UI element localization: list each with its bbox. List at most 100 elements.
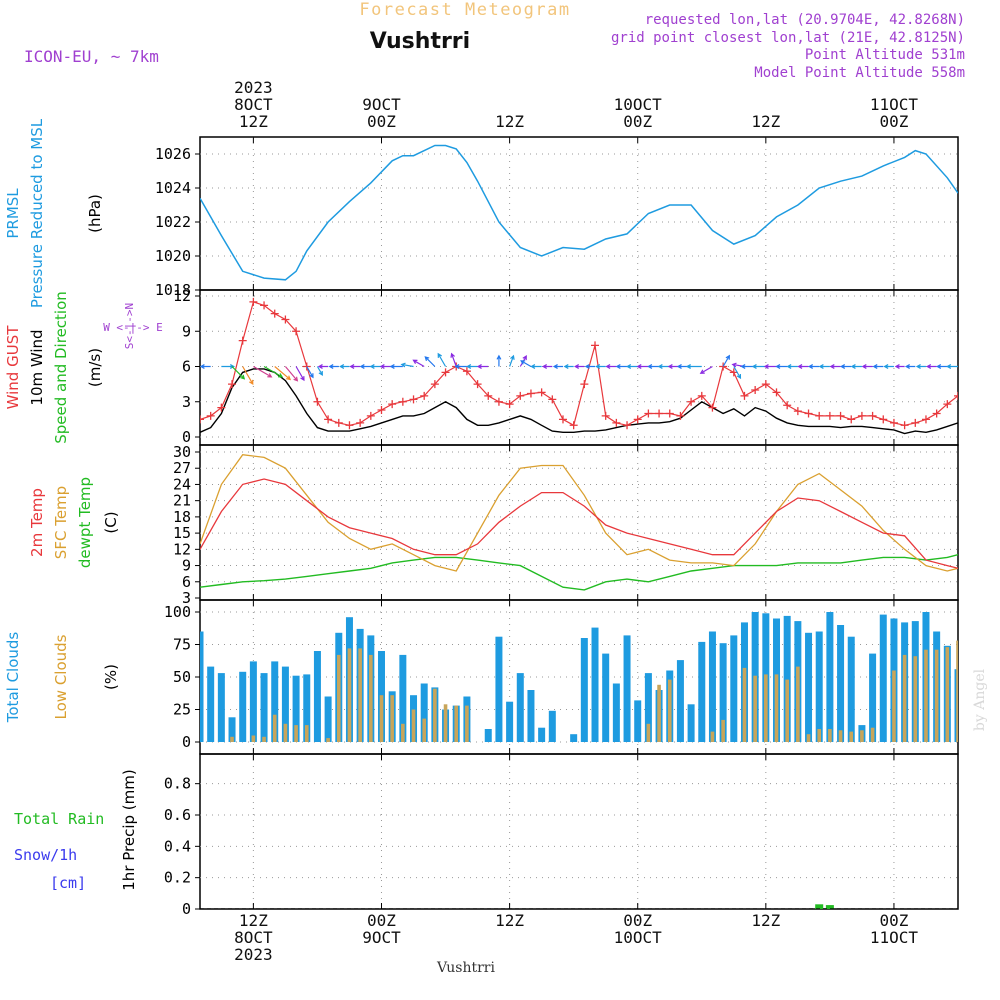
wind-direction-arrow bbox=[904, 364, 916, 369]
total-cloud-bar bbox=[538, 727, 546, 742]
low-cloud-bar bbox=[934, 649, 939, 742]
total-cloud-bar bbox=[303, 674, 311, 742]
total-cloud-bar bbox=[783, 615, 791, 742]
gust-marker bbox=[238, 336, 247, 345]
gust-marker bbox=[623, 421, 632, 430]
gust-marker bbox=[857, 411, 866, 420]
wind-direction-arrow bbox=[751, 364, 766, 369]
wind-direction-arrow bbox=[389, 364, 403, 369]
panel-label: 10m Wind bbox=[28, 329, 46, 405]
gust-marker bbox=[281, 315, 290, 324]
gust-marker bbox=[633, 415, 642, 424]
wind-direction-arrow bbox=[861, 364, 873, 369]
gust-marker bbox=[228, 380, 237, 389]
wind-direction-arrow bbox=[263, 365, 284, 378]
gust-marker bbox=[366, 411, 375, 420]
wind-direction-arrow bbox=[850, 364, 862, 369]
wind-direction-arrow bbox=[328, 364, 339, 369]
low-cloud-bar bbox=[913, 656, 918, 742]
low-cloud-bar bbox=[230, 736, 234, 742]
panel-frame bbox=[199, 753, 959, 910]
wind-direction-arrow bbox=[541, 364, 553, 369]
wind-direction-arrow bbox=[476, 364, 489, 369]
low-cloud-bar bbox=[967, 663, 971, 742]
total-cloud-bar bbox=[644, 673, 652, 742]
gust-marker bbox=[206, 411, 215, 420]
series-line-dewpt-temp bbox=[200, 554, 958, 591]
series-line-10m-wind bbox=[200, 368, 958, 435]
panel-label: Total Clouds bbox=[4, 632, 22, 724]
wind-direction-arrow bbox=[722, 354, 730, 367]
low-cloud-bar bbox=[262, 736, 266, 742]
total-cloud-bar bbox=[847, 636, 855, 742]
low-cloud-bar bbox=[358, 648, 362, 742]
total-cloud-bar bbox=[805, 632, 813, 742]
time-axis-label: 9OCT bbox=[362, 928, 401, 947]
panel-label: (hPa) bbox=[86, 194, 104, 233]
wind-direction-arrow bbox=[200, 364, 211, 369]
time-axis-label: 00Z bbox=[623, 112, 652, 131]
low-cloud-bar bbox=[411, 709, 416, 742]
gust-marker bbox=[430, 380, 439, 389]
low-cloud-bar bbox=[956, 640, 958, 742]
wind-direction-arrow bbox=[946, 364, 958, 369]
total-cloud-bar bbox=[612, 683, 620, 742]
y-tick-label: 0 bbox=[182, 900, 191, 918]
gust-marker bbox=[505, 400, 514, 409]
panel-label: [cm] bbox=[50, 874, 86, 892]
time-axis-label: 00Z bbox=[367, 911, 396, 930]
wind-direction-arrow bbox=[615, 364, 628, 369]
gust-marker bbox=[612, 418, 621, 427]
total-cloud-bar bbox=[698, 641, 706, 742]
panel-label: (m/s) bbox=[86, 348, 104, 387]
data-group bbox=[200, 904, 958, 909]
model-altitude: Model Point Altitude 558m bbox=[754, 65, 965, 81]
y-tick-label: 9 bbox=[182, 322, 191, 340]
wind-direction-arrow bbox=[563, 364, 574, 369]
gust-marker bbox=[494, 397, 503, 406]
y-tick-label: 50 bbox=[173, 668, 191, 686]
gust-marker bbox=[868, 411, 877, 420]
wind-direction-arrow bbox=[253, 365, 273, 378]
time-axis-label: 11OCT bbox=[870, 95, 919, 114]
y-tick-label: 12 bbox=[173, 287, 191, 305]
time-axis-label: 00Z bbox=[367, 112, 396, 131]
gust-marker bbox=[591, 341, 600, 350]
time-axis-label: 00Z bbox=[879, 112, 908, 131]
requested-coords: requested lon,lat (20.9704E, 42.8268N) bbox=[645, 12, 965, 28]
low-cloud-bar bbox=[817, 729, 822, 742]
gust-marker bbox=[815, 411, 824, 420]
panel-label: (%) bbox=[102, 664, 120, 690]
wind-direction-arrow bbox=[605, 364, 617, 369]
gust-marker bbox=[334, 418, 343, 427]
wind-direction-arrow bbox=[636, 364, 649, 369]
time-axis-label: 12Z bbox=[495, 911, 524, 930]
gust-marker bbox=[580, 380, 589, 389]
total-cloud-bar bbox=[548, 710, 556, 742]
y-tick-label: 24 bbox=[173, 475, 191, 493]
gust-marker bbox=[943, 400, 952, 409]
gust-marker bbox=[687, 397, 696, 406]
panel-label: Speed and Direction bbox=[52, 291, 70, 444]
wind-direction-arrow bbox=[466, 364, 478, 369]
panel-label: 2m Temp bbox=[28, 488, 46, 557]
gust-marker bbox=[889, 418, 898, 427]
wind-direction-arrow bbox=[626, 364, 638, 369]
product-title: Forecast Meteogram bbox=[359, 0, 570, 20]
panel-wind: 0 3 6 9 12 Wind GUST 10m Wind Speed and Directi… bbox=[4, 287, 959, 446]
wind-direction-arrow bbox=[872, 364, 884, 369]
gust-marker bbox=[548, 395, 557, 404]
data-group bbox=[200, 144, 958, 281]
data-group bbox=[200, 454, 958, 591]
compass-ns-axis: S<-|->N bbox=[123, 303, 136, 349]
total-cloud-bar bbox=[271, 661, 279, 742]
panel-clouds: 0 25 50 75 100 Total Clouds Low Clouds (%) bbox=[4, 599, 971, 755]
gust-marker bbox=[644, 409, 653, 418]
total-cloud-bar bbox=[484, 729, 492, 742]
low-cloud-bar bbox=[721, 719, 725, 742]
gust-marker bbox=[601, 411, 610, 420]
gust-marker bbox=[217, 403, 226, 412]
low-cloud-bar bbox=[657, 684, 661, 742]
wind-direction-arrow bbox=[242, 366, 254, 385]
low-cloud-bar bbox=[646, 723, 651, 742]
